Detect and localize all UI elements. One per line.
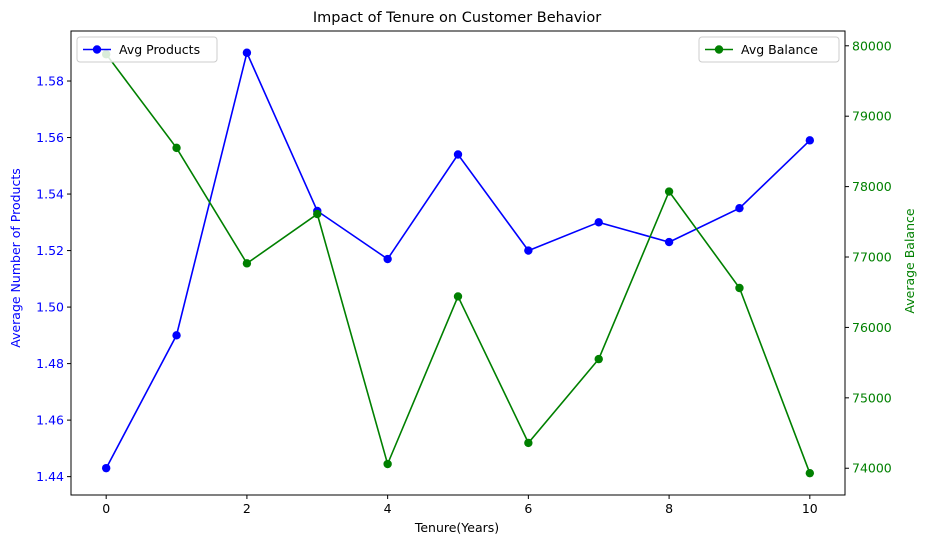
x-tick-label: 8 <box>665 501 673 516</box>
data-point-series-1 <box>453 150 463 159</box>
y-tick-label-right: 77000 <box>852 250 892 265</box>
legend-marker-1 <box>92 45 102 54</box>
data-point-series-2 <box>664 187 674 196</box>
legend-marker-2 <box>714 45 724 54</box>
y-tick-label-left: 1.44 <box>36 469 64 484</box>
data-point-series-1 <box>524 246 533 255</box>
legend-label-2: Avg Balance <box>741 42 818 57</box>
data-point-series-2 <box>594 354 603 364</box>
data-point-series-2 <box>524 438 533 448</box>
y-tick-label-left: 1.50 <box>36 300 64 315</box>
y-axis-label-left: Average Number of Products <box>8 168 23 348</box>
y-tick-label-right: 76000 <box>852 320 892 335</box>
data-point-series-2 <box>735 283 744 293</box>
data-point-series-1 <box>172 331 181 340</box>
data-point-series-1 <box>101 463 111 473</box>
x-tick-label: 10 <box>802 501 818 516</box>
x-tick-label: 0 <box>102 501 110 516</box>
y-tick-label-right: 75000 <box>852 390 892 405</box>
x-tick-label: 6 <box>524 501 532 516</box>
plot-frame <box>70 30 846 496</box>
y-tick-label-left: 1.54 <box>36 187 64 202</box>
y-tick-label-left: 1.52 <box>36 243 64 258</box>
x-tick-label: 2 <box>243 501 251 516</box>
y-tick-label-left: 1.56 <box>36 130 64 145</box>
x-tick-label: 4 <box>384 501 392 516</box>
y-axis-label-right: Average Balance <box>902 208 917 313</box>
legend-box-1 <box>76 36 218 63</box>
y-tick-label-right: 78000 <box>852 179 892 194</box>
data-point-series-2 <box>242 259 252 268</box>
legend-box-2 <box>698 36 840 63</box>
series-line-2 <box>105 53 811 474</box>
data-point-series-1 <box>383 254 392 264</box>
data-point-series-1 <box>805 136 815 145</box>
data-point-series-1 <box>664 237 674 247</box>
data-point-series-2 <box>805 468 815 478</box>
y-tick-label-left: 1.58 <box>36 74 64 89</box>
data-point-series-2 <box>453 292 463 301</box>
y-tick-label-right: 79000 <box>852 109 892 124</box>
data-point-series-1 <box>242 48 252 57</box>
y-tick-label-right: 74000 <box>852 461 892 476</box>
series-line-1 <box>105 50 811 469</box>
data-point-series-1 <box>735 203 744 213</box>
y-tick-label-left: 1.46 <box>36 413 64 428</box>
y-tick-label-right: 80000 <box>852 38 892 53</box>
x-axis-label: Tenure(Years) <box>414 520 499 535</box>
y-tick-label-left: 1.48 <box>36 356 64 371</box>
data-point-series-2 <box>313 209 322 219</box>
data-point-series-1 <box>594 218 603 227</box>
chart-title: Impact of Tenure on Customer Behavior <box>313 10 601 26</box>
data-point-series-2 <box>172 143 181 153</box>
data-point-series-2 <box>383 459 392 469</box>
legend-label-1: Avg Products <box>119 42 200 57</box>
